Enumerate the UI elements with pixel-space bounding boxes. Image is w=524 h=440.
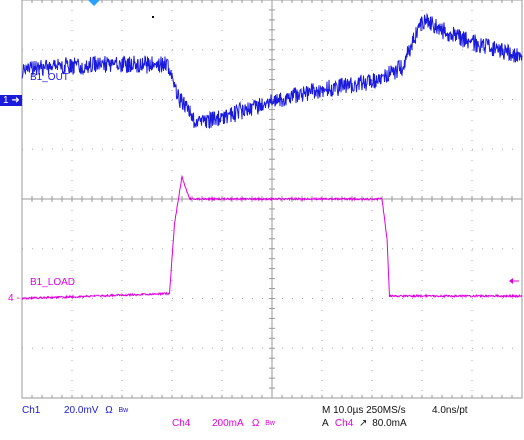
ch4-status[interactable]: Ch4 <box>172 418 190 430</box>
trigger-mode: A <box>322 418 329 429</box>
timebase-readout[interactable]: M 10.0µs 250MS/s <box>322 405 406 417</box>
ch4-scale[interactable]: 200mA Ω Bw <box>212 418 275 430</box>
ch4-marker-number: 4 <box>8 293 14 304</box>
trace-ch1 <box>21 12 523 129</box>
dash-icon: - <box>16 293 20 304</box>
ch1-ground-marker[interactable]: 1 ➜ <box>0 95 22 106</box>
ohm-icon: Ω <box>105 405 113 416</box>
ch4-ground-marker[interactable]: 4 - <box>8 293 20 304</box>
ch4-status-name: Ch4 <box>172 418 191 429</box>
ch4-scale-value: 200mA <box>212 418 244 429</box>
cursor-dot <box>152 16 154 18</box>
ch1-marker-number: 1 <box>3 95 9 106</box>
timebase-value: M 10.0µs 250MS/s <box>322 405 406 416</box>
resolution-value: 4.0ns/pt <box>432 405 468 416</box>
ch1-trace-label: B1_OUT <box>30 72 69 83</box>
trigger-source: Ch4 <box>334 418 354 429</box>
trace-ch4 <box>21 174 523 300</box>
rising-slope-icon: ↗ <box>359 418 368 429</box>
trigger-position-marker[interactable] <box>88 0 100 6</box>
ch1-scale[interactable]: 20.0mV Ω Bw <box>64 405 128 417</box>
bandwidth-limit-icon: Bw <box>118 407 129 414</box>
ch1-status-name: Ch1 <box>22 405 41 416</box>
bandwidth-limit-icon: Bw <box>265 420 275 427</box>
resolution-readout: 4.0ns/pt <box>432 405 468 417</box>
right-arrow-icon: ➜ <box>11 95 20 106</box>
ch1-scale-value: 20.0mV <box>64 405 99 416</box>
ohm-icon: Ω <box>251 418 260 429</box>
trigger-level-arrow[interactable] <box>509 278 519 284</box>
waveform-traces <box>21 12 523 300</box>
trigger-level: 80.0mA <box>372 418 407 429</box>
ch1-status[interactable]: Ch1 <box>22 405 40 417</box>
trigger-readout[interactable]: A Ch4 ↗ 80.0mA <box>322 418 407 430</box>
ch4-trace-label: B1_LOAD <box>30 277 76 288</box>
